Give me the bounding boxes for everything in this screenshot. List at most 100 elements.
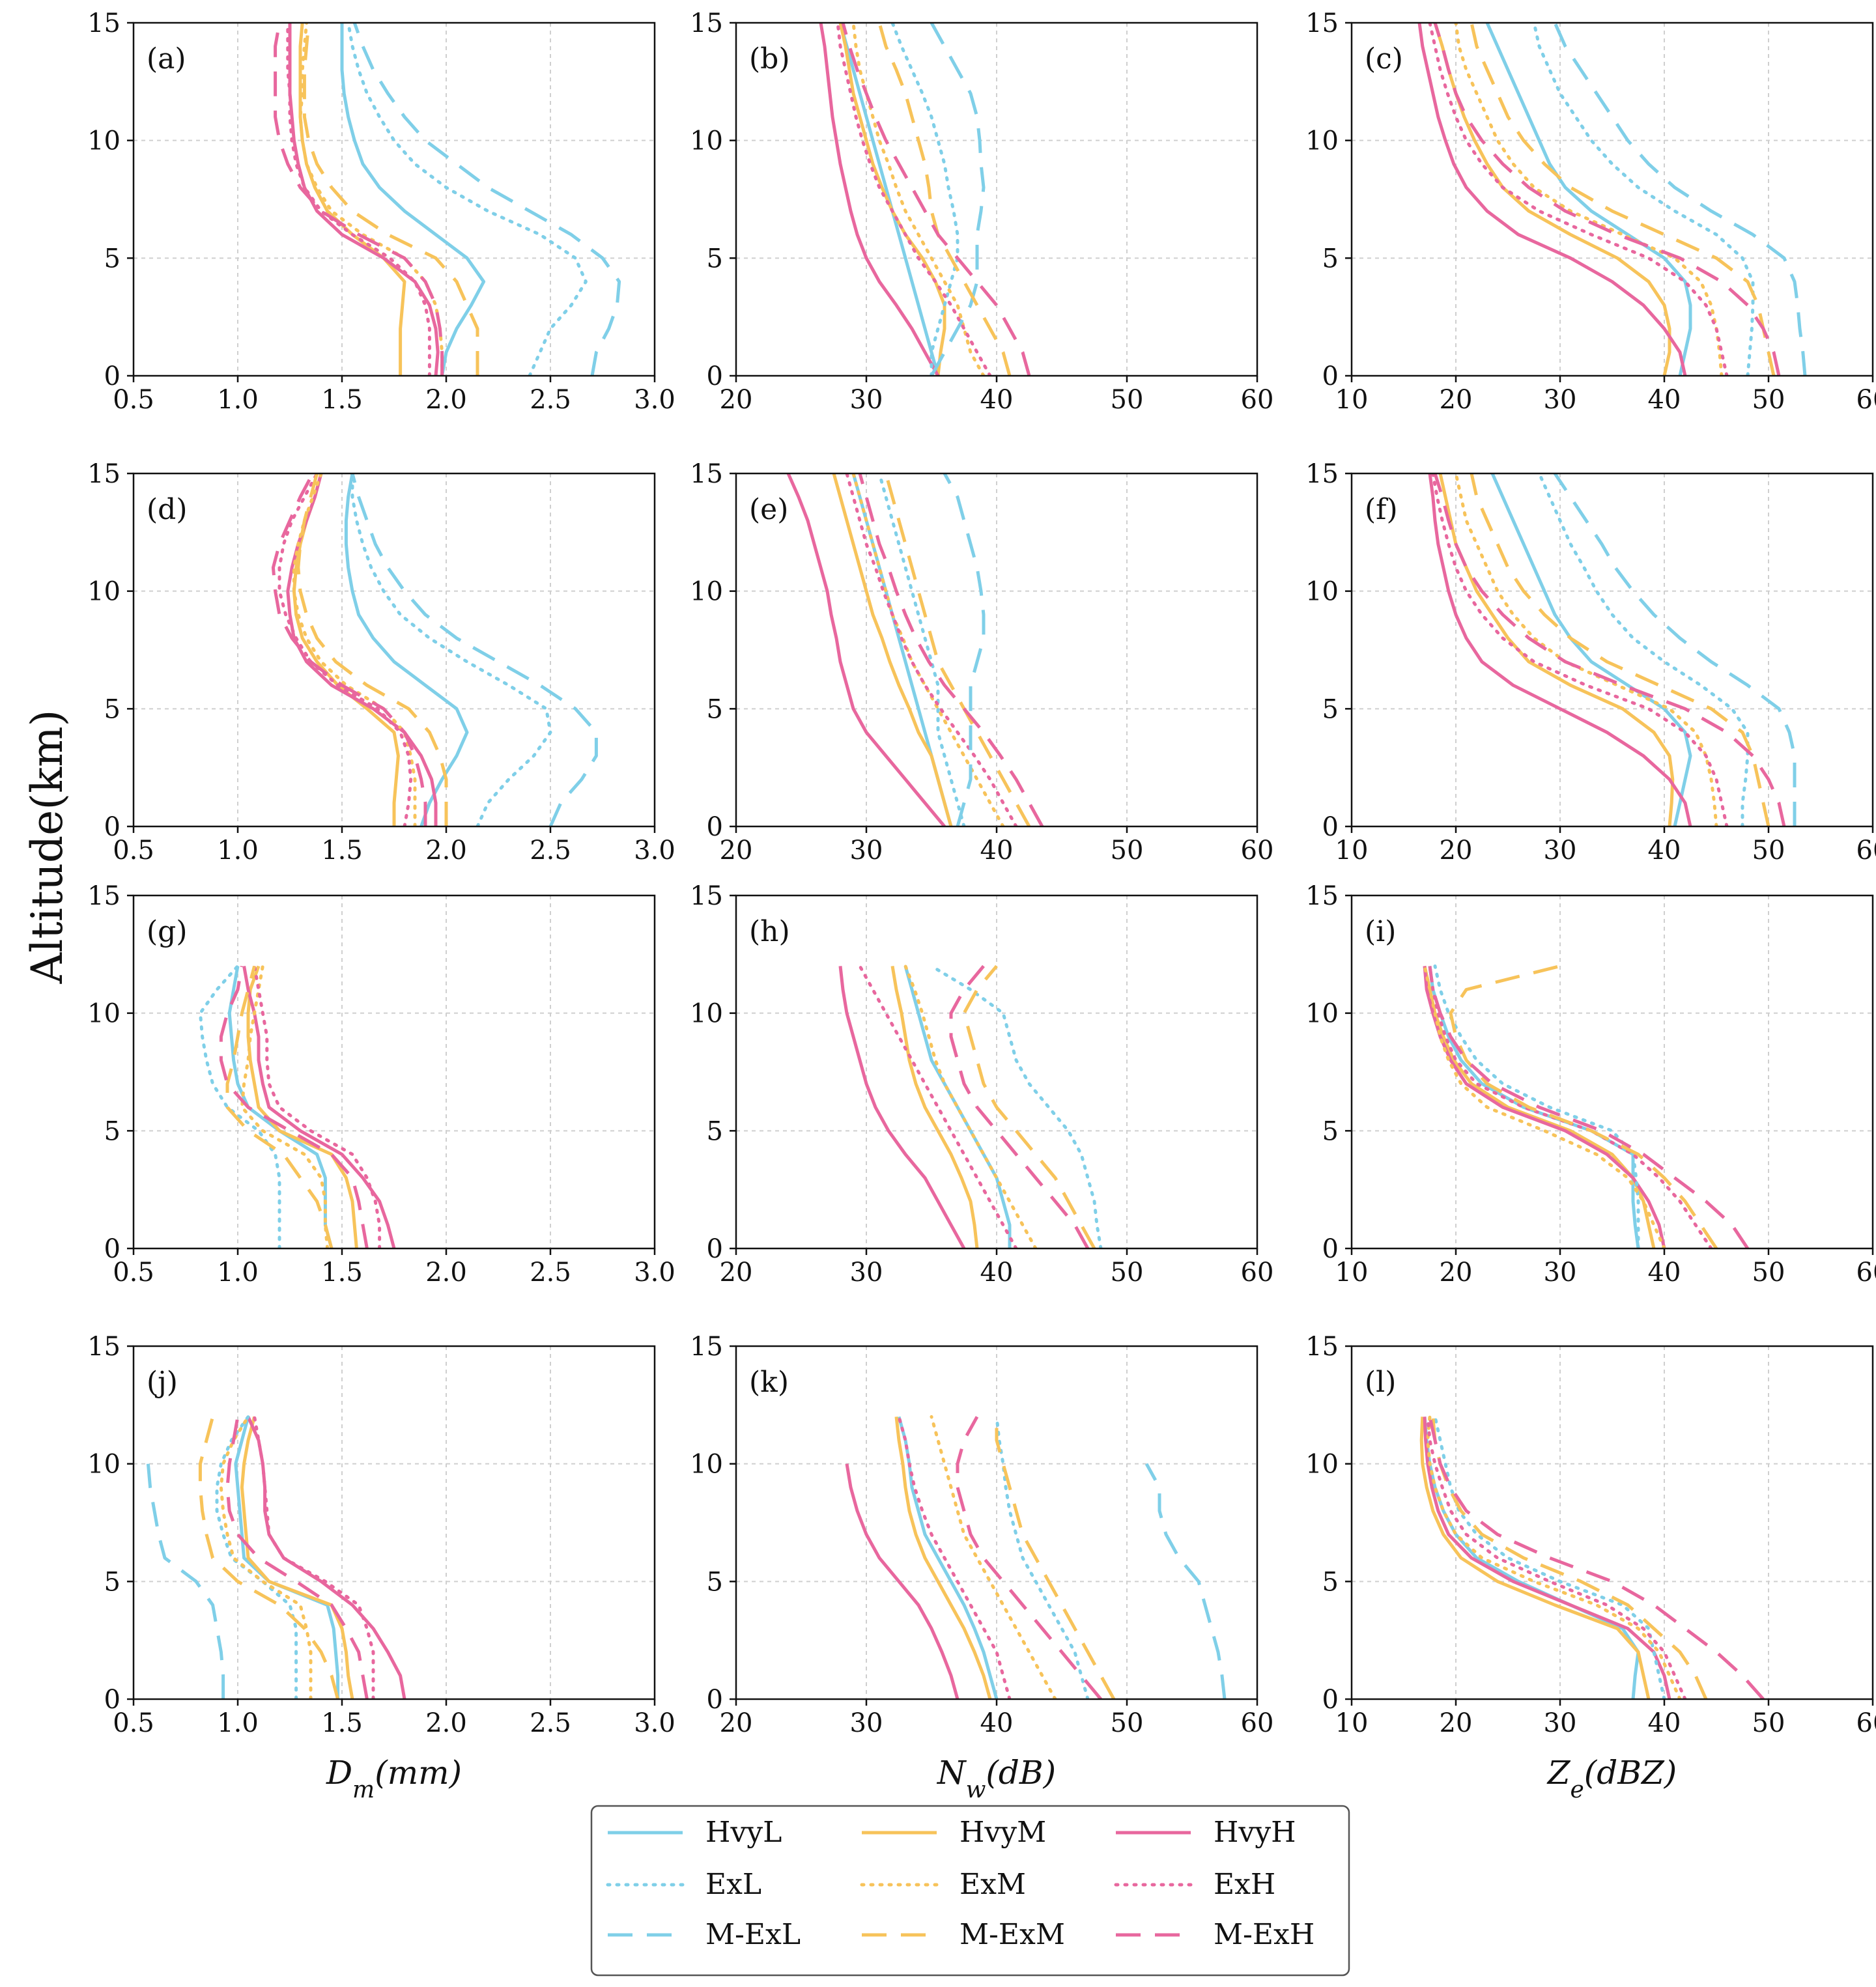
y-tick-label: 0 (104, 1685, 121, 1715)
y-tick-label: 15 (87, 881, 121, 911)
x-tick-label: 40 (1648, 1258, 1681, 1288)
panel-label: (h) (749, 915, 790, 948)
series-line-hvym (890, 965, 979, 1248)
series-line-exm (1454, 473, 1718, 826)
panel-e: 20 30 40 50 60 0 5 10 15 (e) (690, 459, 1273, 866)
legend-label-hvyh: HvyH (1214, 1816, 1296, 1849)
panel-label: (l) (1365, 1366, 1396, 1399)
series-line-m-exh (1433, 473, 1786, 826)
x-tick-label: 2.0 (425, 836, 467, 866)
series-line-exl (215, 1415, 298, 1699)
x-tick-label: 0.5 (113, 1258, 154, 1288)
series-line-m-exh (956, 1416, 1102, 1699)
y-tick-label: 15 (1305, 881, 1339, 911)
y-tick-label: 0 (707, 1234, 723, 1264)
y-tick-label: 0 (707, 812, 723, 842)
panel-i: 10 20 30 40 50 60 0 5 10 15 (i) (1305, 881, 1876, 1288)
panel-label: (b) (749, 42, 790, 76)
y-tick-label: 15 (690, 459, 723, 489)
y-tick-label: 10 (690, 126, 723, 156)
y-tick-label: 15 (87, 8, 121, 38)
series-line-m-exm (877, 23, 1012, 376)
series-line-m-exl (943, 473, 986, 826)
series-line-hvyl (1490, 473, 1692, 826)
x-tick-label: 1.0 (217, 836, 259, 866)
y-tick-label: 5 (707, 1116, 723, 1146)
series-line-m-exl (350, 473, 598, 826)
x-tick-label: 3.0 (634, 385, 675, 415)
x-tick-label: 60 (1241, 836, 1274, 866)
series-line-exl (1433, 964, 1640, 1248)
y-tick-label: 5 (104, 694, 121, 724)
series-line-m-exm (302, 23, 479, 376)
x-tick-label: 20 (720, 385, 753, 415)
series-line-m-exl (352, 23, 621, 376)
panel-c: 10 20 30 40 50 60 0 5 10 15 (c) (1305, 8, 1876, 415)
panel-g: 0.5 1.0 1.5 2.0 2.5 3.0 0 5 10 15 (g) (87, 881, 675, 1288)
series-line-exl (1537, 473, 1750, 826)
series-line-hvym (240, 1416, 354, 1699)
series-line-hvyh (845, 1463, 959, 1699)
x-tick-label: 2.5 (530, 1258, 571, 1288)
series-line-exm (851, 23, 986, 376)
panel-frame (132, 21, 656, 377)
x-tick-label: 2.0 (425, 385, 467, 415)
y-tick-label: 5 (104, 1116, 121, 1146)
x-tick-label: 60 (1856, 1258, 1876, 1288)
series-line-hvyh (1428, 473, 1692, 826)
series-line-hvyh (819, 23, 940, 376)
legend-box (590, 1805, 1350, 1977)
y-tick-label: 15 (690, 881, 723, 911)
series-line-m-exh (949, 965, 1090, 1248)
series-line-m-exh (1433, 23, 1781, 376)
x-tick-label: 30 (850, 385, 883, 415)
y-tick-label: 0 (1322, 1234, 1339, 1264)
panel-label: (f) (1365, 493, 1398, 526)
x-tick-label: 50 (1752, 385, 1785, 415)
y-tick-label: 15 (1305, 8, 1339, 38)
x-tick-label: 30 (1544, 836, 1577, 866)
x-tick-label: 0.5 (113, 385, 154, 415)
series-line-m-exm (1449, 964, 1718, 1248)
series-group (1428, 473, 1797, 826)
series-line-exh (897, 1415, 1012, 1699)
panel-h: 20 30 40 50 60 0 5 10 15 (h) (690, 881, 1273, 1288)
y-tick-label: 10 (87, 999, 121, 1029)
series-line-m-exh (219, 965, 369, 1248)
x-tick-label: 30 (1544, 1708, 1577, 1738)
series-line-exh (836, 23, 992, 376)
y-tick-label: 0 (707, 1685, 723, 1715)
x-tick-label: 50 (1111, 1708, 1144, 1738)
x-tick-label: 60 (1241, 1258, 1274, 1288)
panel-frame (132, 1345, 656, 1700)
series-line-m-exh (271, 473, 427, 826)
legend-label-exl: ExL (705, 1868, 761, 1901)
x-tick-label: 10 (1335, 836, 1369, 866)
x-tick-label: 50 (1752, 1708, 1785, 1738)
x-tick-label: 2.0 (425, 1708, 467, 1738)
x-tick-label: 3.0 (634, 1258, 675, 1288)
series-line-m-exh (858, 473, 1044, 826)
series-line-hvyl (838, 23, 940, 376)
legend-label-exh: ExH (1214, 1868, 1275, 1901)
series-line-exm (292, 473, 417, 826)
y-tick-label: 0 (104, 812, 121, 842)
legend-label-m-exh: M-ExH (1214, 1918, 1315, 1951)
series-line-m-exh (1428, 966, 1750, 1248)
panel-a: 0.5 1.0 1.5 2.0 2.5 3.0 0 5 10 15 (a) (87, 8, 675, 415)
series-line-exl (347, 23, 588, 376)
series-group (1417, 23, 1807, 376)
y-tick-label: 5 (707, 694, 723, 724)
x-tick-label: 1.0 (217, 1708, 259, 1738)
series-line-m-exl (1553, 23, 1807, 376)
series-line-hvym (1419, 1416, 1651, 1699)
y-tick-label: 5 (104, 244, 121, 274)
series-group (786, 473, 1044, 826)
series-line-hvym (838, 23, 946, 376)
series-group (198, 964, 396, 1248)
panel-b: 20 30 40 50 60 0 5 10 15 (b) (690, 8, 1273, 415)
legend: HvyL HvyM HvyH ExL ExM ExH M-ExL M-ExM M-ExH (590, 1805, 1350, 1977)
y-tick-label: 10 (690, 999, 723, 1029)
series-group (819, 23, 1031, 376)
